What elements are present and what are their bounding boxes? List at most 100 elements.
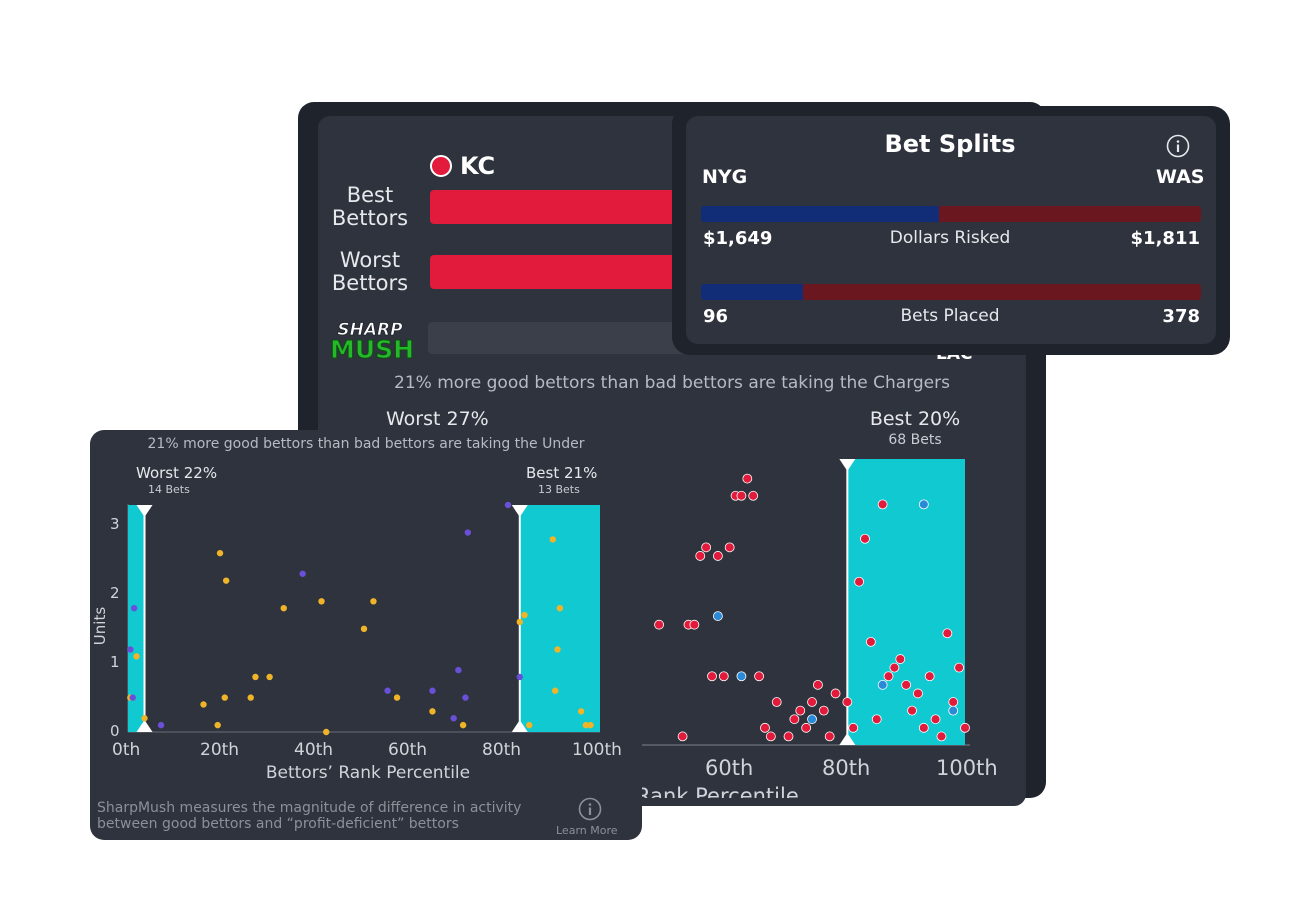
best-bettors-label-line2: Bettors [331, 206, 409, 230]
yellow-bettor-point [133, 653, 140, 660]
red-bettor-point [877, 499, 888, 510]
yellow-bettor-point [318, 598, 325, 605]
bets-placed-right-value: 378 [1162, 306, 1200, 327]
front-x-tick-100: 100th [572, 740, 622, 760]
back-scatter-chart [600, 459, 970, 746]
yellow-bettor-point [141, 715, 148, 722]
red-bettor-point [760, 722, 770, 733]
best-range-bottom-handle[interactable] [511, 720, 528, 732]
red-bettor-point [789, 714, 800, 725]
yellow-bettor-point [582, 721, 590, 729]
red-bettor-point [930, 714, 941, 725]
worst-bettors-kc-bar [430, 255, 690, 289]
red-bettor-point [813, 679, 823, 690]
yellow-bettor-point [200, 701, 207, 708]
purple-bettor-point [464, 529, 472, 536]
red-bettor-point [860, 533, 870, 544]
bet-splits-title: Bet Splits [884, 130, 1016, 158]
red-bettor-point [689, 619, 700, 630]
back-x-tick-60: 60th [705, 756, 754, 780]
red-bettor-point [960, 722, 970, 733]
back-x-tick-80: 80th [822, 756, 871, 780]
red-bettor-point [771, 697, 782, 707]
back-best-range-top-handle[interactable] [839, 459, 856, 471]
learn-more-link[interactable]: Learn More [556, 824, 618, 837]
red-bettor-point [707, 671, 717, 682]
back-best-region [847, 459, 965, 745]
back-best-label: Best 20% [869, 408, 961, 430]
red-bettor-point [736, 490, 747, 501]
red-bettor-point [907, 705, 917, 716]
worst-range-bottom-handle[interactable] [136, 720, 153, 732]
red-bettor-point [830, 688, 841, 699]
back-x-tick-100: 100th [936, 756, 998, 780]
red-bettor-point [701, 542, 712, 553]
red-bettor-point [842, 697, 853, 707]
yellow-bettor-point [459, 721, 467, 729]
worst-region [128, 505, 145, 732]
red-bettor-point [695, 551, 706, 561]
bets-placed-left-fill [701, 284, 803, 300]
front-worst-bets-count: 14 Bets [148, 483, 190, 496]
front-y-tick-2: 2 [110, 584, 120, 602]
red-bettor-point [713, 551, 723, 561]
back-best-range-bottom-handle[interactable] [839, 733, 856, 745]
front-x-tick-80: 80th [482, 740, 522, 760]
yellow-bettor-point [429, 708, 436, 715]
logo-text-mush: MUSH [330, 335, 414, 364]
yellow-bettor-point [554, 646, 561, 653]
back-subtitle: 21% more good bettors than bad bettors a… [394, 373, 950, 393]
front-y-tick-3: 3 [110, 515, 120, 533]
yellow-bettor-point [521, 611, 528, 619]
red-bettor-point [924, 671, 935, 682]
kc-team-dot [430, 155, 452, 177]
red-bettor-point [801, 722, 812, 733]
red-bettor-point [807, 697, 817, 707]
front-x-tick-60: 60th [388, 740, 428, 760]
front-x-axis-label: Bettors’ Rank Percentile [265, 763, 471, 783]
best-bettors-kc-bar [430, 190, 690, 224]
red-bettor-point [677, 731, 688, 742]
yellow-bettor-point [266, 673, 273, 681]
dollars-risked-right-fill [939, 206, 1201, 222]
blue-bettor-point [918, 499, 929, 510]
yellow-bettor-point [323, 728, 330, 736]
red-bettor-point [918, 722, 929, 733]
best-range-top-handle[interactable] [511, 505, 528, 517]
yellow-bettor-point [551, 687, 559, 694]
yellow-bettor-point [556, 604, 564, 612]
info-icon[interactable] [1166, 134, 1190, 158]
dollars-risked-bar [701, 206, 1201, 222]
front-y-tick-1: 1 [110, 653, 120, 671]
worst-range-top-handle[interactable] [136, 505, 153, 517]
red-bettor-point [871, 714, 882, 725]
yellow-bettor-point [587, 721, 594, 729]
red-bettor-point [754, 671, 764, 682]
purple-bettor-point [455, 666, 462, 674]
red-bettor-point [783, 731, 794, 742]
purple-bettor-point [299, 570, 306, 577]
team-kc-legend: KC [430, 152, 495, 180]
front-x-tick-0: 0th [112, 740, 141, 760]
yellow-bettor-point [222, 577, 230, 584]
back-best-bets-count: 68 Bets [888, 432, 942, 448]
purple-bettor-point [429, 687, 436, 694]
red-bettor-point [654, 619, 664, 630]
purple-bettor-point [157, 721, 165, 729]
red-bettor-point [954, 662, 965, 673]
yellow-bettor-point [214, 721, 221, 729]
red-bettor-point [854, 576, 865, 587]
yellow-bettor-point [216, 549, 224, 557]
red-bettor-point [901, 679, 912, 690]
bets-placed-right-fill [802, 284, 1201, 300]
back-x-axis-label: Rank Percentile [636, 784, 799, 798]
front-best-bets-count: 13 Bets [538, 483, 580, 496]
bets-placed-left-value: 96 [703, 306, 729, 327]
yellow-bettor-point [526, 721, 533, 729]
yellow-bettor-point [370, 598, 377, 605]
front-y-tick-0: 0 [110, 722, 120, 740]
bets-placed-label: Bets Placed [900, 306, 1000, 326]
red-bettor-point [724, 542, 735, 553]
learn-more-info-icon[interactable] [578, 797, 602, 821]
purple-bettor-point [516, 673, 523, 681]
